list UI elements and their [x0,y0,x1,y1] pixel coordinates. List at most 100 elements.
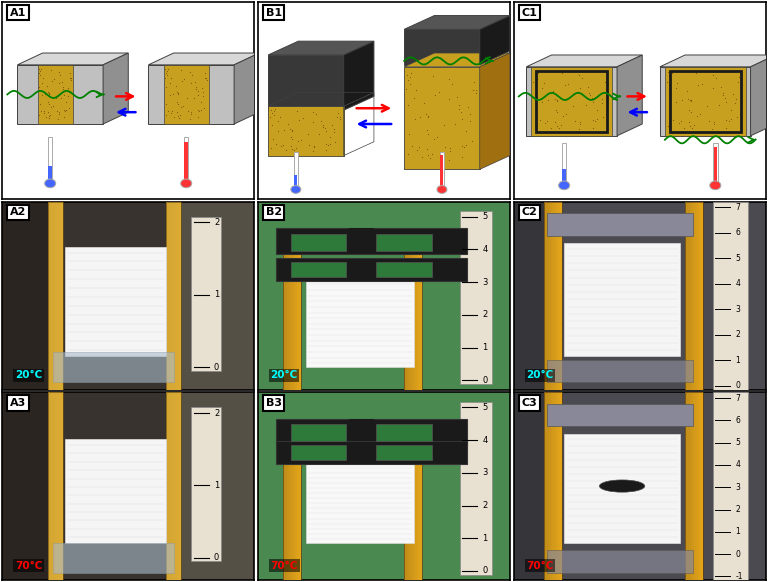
Polygon shape [148,65,234,124]
Bar [291,254,293,389]
Bar [408,254,409,389]
Bar [409,254,410,389]
Circle shape [558,181,570,190]
Bar [408,445,409,580]
Bar [699,392,700,580]
Bar [689,392,690,580]
Bar [297,254,299,389]
Circle shape [291,186,301,193]
Bar [299,254,300,389]
Bar [700,392,701,580]
Polygon shape [750,55,768,136]
Text: 5: 5 [482,212,488,221]
Bar [550,392,551,580]
Bar [559,392,561,580]
Bar [665,67,746,136]
Bar [291,262,346,277]
Bar [700,202,701,389]
Bar [2,392,48,580]
Text: 4: 4 [482,245,488,254]
Text: 4: 4 [482,436,488,445]
Bar [404,254,406,389]
Bar [697,202,698,389]
Bar [406,445,408,580]
Text: B2: B2 [266,207,282,218]
Bar [421,254,422,389]
Bar [65,439,166,542]
Bar [376,234,432,251]
Bar [694,202,696,389]
Bar [690,392,691,580]
Bar [283,254,301,389]
Polygon shape [660,55,768,67]
Text: C2: C2 [521,207,537,218]
Bar [306,281,414,367]
Text: 1: 1 [482,343,488,352]
Bar [547,550,693,573]
Bar [164,65,209,124]
Bar [692,202,694,389]
Bar [417,254,419,389]
Text: 1: 1 [482,534,488,542]
Bar [417,445,419,580]
Text: 6: 6 [736,228,740,237]
Bar [550,202,551,389]
Bar [692,392,694,580]
Bar [276,418,467,445]
Bar [410,445,411,580]
Bar [410,254,411,389]
Bar [419,254,421,389]
Bar [548,202,550,389]
Bar [290,445,291,580]
Polygon shape [480,53,510,169]
Bar [48,166,52,181]
Bar [564,243,680,356]
Circle shape [180,179,192,188]
Bar [701,202,703,389]
Bar [404,254,422,389]
Bar [291,445,346,460]
Polygon shape [234,53,260,124]
Text: 3: 3 [736,305,740,314]
Bar [349,418,374,445]
Text: 5: 5 [736,254,740,263]
Text: 0: 0 [482,376,488,385]
Bar [685,202,703,389]
Text: B1: B1 [266,8,282,17]
Bar [544,202,545,389]
Bar [413,445,415,580]
Bar [696,202,697,389]
Bar [376,262,432,277]
Bar [412,254,413,389]
Bar [415,445,416,580]
Bar [557,202,558,389]
Text: 2: 2 [482,310,488,320]
Bar [687,202,689,389]
Text: 2: 2 [482,501,488,510]
Bar [300,254,301,389]
Bar [48,392,63,580]
Bar [685,202,687,389]
Circle shape [437,186,447,193]
Bar [53,352,174,382]
Text: 1: 1 [214,290,219,299]
Bar [409,445,410,580]
Bar [53,542,174,573]
Bar [558,202,559,389]
Bar [412,445,413,580]
Bar [38,65,73,124]
Bar [286,254,288,389]
Bar [415,254,416,389]
Bar [166,392,181,580]
Bar [276,258,467,281]
Text: 20°C: 20°C [15,370,42,380]
Polygon shape [660,67,750,136]
Text: 0: 0 [214,363,219,371]
Text: A2: A2 [10,207,26,218]
Text: 4: 4 [736,279,740,289]
Bar [544,392,561,580]
Text: A1: A1 [10,8,26,17]
Bar [691,202,692,389]
Bar [685,392,687,580]
Bar [291,234,346,251]
